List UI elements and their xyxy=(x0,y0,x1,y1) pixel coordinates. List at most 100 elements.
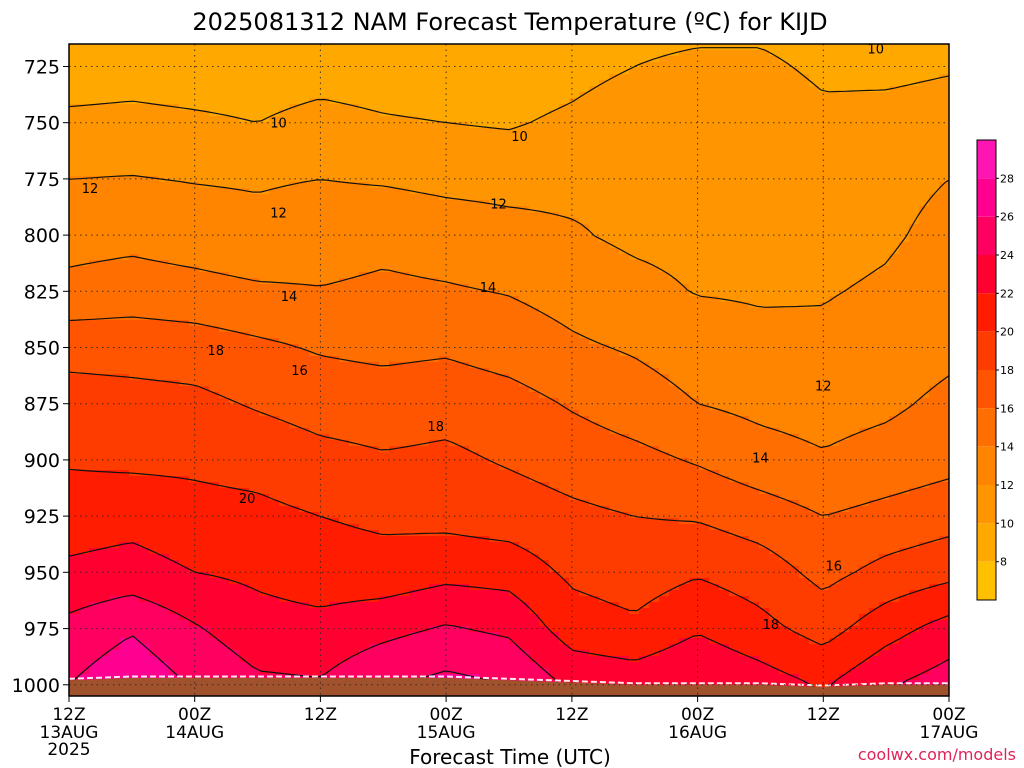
temperature-cell xyxy=(459,62,470,69)
temperature-cell xyxy=(269,248,280,255)
temperature-cell xyxy=(499,638,510,645)
temperature-cell xyxy=(89,524,100,531)
temperature-cell xyxy=(339,560,350,567)
temperature-cell xyxy=(79,638,90,645)
temperature-cell xyxy=(279,44,290,51)
temperature-cell xyxy=(379,638,390,645)
temperature-cell xyxy=(129,254,140,261)
temperature-cell xyxy=(359,188,370,195)
temperature-cell xyxy=(359,404,370,411)
temperature-cell xyxy=(389,224,400,231)
temperature-cell xyxy=(89,206,100,213)
temperature-cell xyxy=(329,236,340,243)
temperature-cell xyxy=(409,146,420,153)
temperature-cell xyxy=(79,278,90,285)
temperature-cell xyxy=(319,590,330,597)
temperature-cell xyxy=(249,512,260,519)
temperature-cell xyxy=(259,500,270,507)
temperature-cell xyxy=(99,632,110,639)
temperature-cell xyxy=(169,62,180,69)
temperature-cell xyxy=(339,194,350,201)
temperature-cell xyxy=(89,356,100,363)
temperature-cell xyxy=(309,428,320,435)
temperature-cell xyxy=(259,104,270,111)
temperature-cell xyxy=(379,254,390,261)
temperature-cell xyxy=(179,200,190,207)
temperature-cell xyxy=(259,470,270,477)
temperature-cell xyxy=(379,494,390,501)
temperature-cell xyxy=(169,422,180,429)
temperature-cell xyxy=(499,602,510,609)
temperature-cell xyxy=(289,278,300,285)
temperature-cell xyxy=(469,386,480,393)
temperature-cell xyxy=(129,50,140,57)
temperature-cell xyxy=(369,452,380,459)
temperature-cell xyxy=(169,518,180,525)
temperature-cell xyxy=(449,584,460,591)
temperature-cell xyxy=(69,86,80,93)
temperature-cell xyxy=(179,608,190,615)
temperature-cell xyxy=(429,320,440,327)
temperature-cell xyxy=(499,374,510,381)
temperature-cell xyxy=(79,662,90,669)
temperature-cell xyxy=(179,230,190,237)
temperature-cell xyxy=(489,224,500,231)
temperature-cell xyxy=(519,56,530,63)
temperature-cell xyxy=(399,668,410,675)
temperature-cell xyxy=(219,80,230,87)
temperature-cell xyxy=(329,182,340,189)
temperature-cell xyxy=(269,152,280,159)
temperature-cell xyxy=(489,410,500,417)
temperature-cell xyxy=(349,344,360,351)
temperature-cell xyxy=(299,224,310,231)
temperature-cell xyxy=(69,488,80,495)
temperature-cell xyxy=(229,224,240,231)
temperature-cell xyxy=(309,572,320,579)
temperature-cell xyxy=(499,98,510,105)
temperature-cell xyxy=(199,140,210,147)
temperature-cell xyxy=(449,146,460,153)
temperature-cell xyxy=(279,392,290,399)
temperature-cell xyxy=(269,104,280,111)
temperature-cell xyxy=(519,98,530,105)
temperature-cell xyxy=(69,374,80,381)
temperature-cell xyxy=(149,290,160,297)
temperature-cell xyxy=(369,146,380,153)
temperature-cell xyxy=(469,116,480,123)
temperature-cell xyxy=(239,92,250,99)
temperature-cell xyxy=(169,362,180,369)
temperature-cell xyxy=(399,578,410,585)
temperature-cell xyxy=(119,290,130,297)
temperature-cell xyxy=(359,116,370,123)
temperature-cell xyxy=(319,644,330,651)
temperature-cell xyxy=(309,110,320,117)
temperature-cell xyxy=(179,260,190,267)
temperature-cell xyxy=(319,92,330,99)
temperature-cell xyxy=(299,98,310,105)
temperature-cell xyxy=(439,596,450,603)
temperature-cell xyxy=(159,584,170,591)
temperature-cell xyxy=(489,434,500,441)
temperature-cell xyxy=(509,404,520,411)
temperature-cell xyxy=(139,176,150,183)
temperature-cell xyxy=(219,458,230,465)
temperature-cell xyxy=(89,518,100,525)
temperature-cell xyxy=(499,482,510,489)
temperature-cell xyxy=(419,194,430,201)
temperature-cell xyxy=(309,170,320,177)
temperature-cell xyxy=(169,92,180,99)
temperature-cell xyxy=(469,170,480,177)
temperature-cell xyxy=(69,320,80,327)
temperature-cell xyxy=(159,392,170,399)
temperature-cell xyxy=(349,200,360,207)
temperature-cell xyxy=(499,626,510,633)
temperature-cell xyxy=(309,242,320,249)
temperature-cell xyxy=(239,290,250,297)
temperature-cell xyxy=(429,104,440,111)
temperature-cell xyxy=(249,188,260,195)
temperature-cell xyxy=(309,266,320,273)
temperature-cell xyxy=(369,542,380,549)
temperature-cell xyxy=(199,644,210,651)
temperature-cell xyxy=(339,200,350,207)
temperature-cell xyxy=(129,326,140,333)
